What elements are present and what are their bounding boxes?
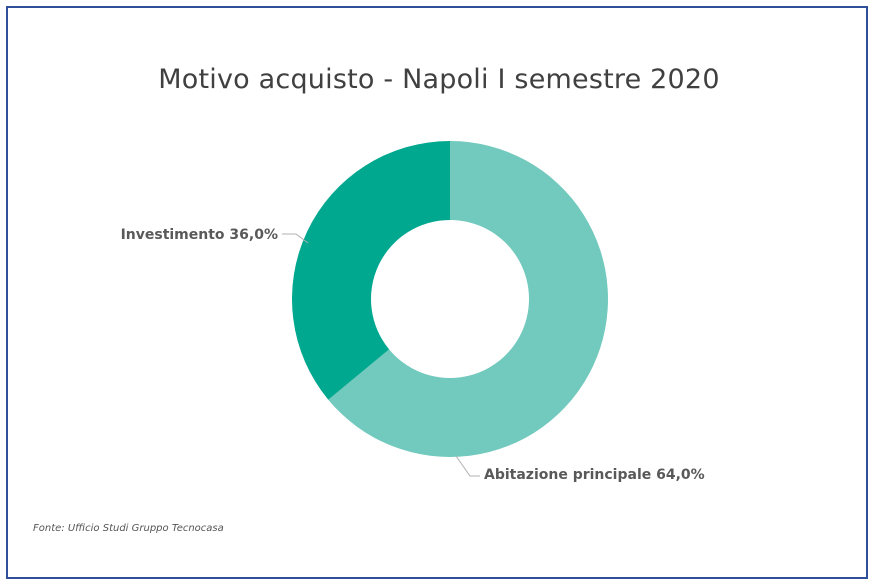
leader-line-investimento (282, 233, 309, 244)
donut-slice-abitazione-principale (328, 141, 609, 458)
source-note: Fonte: Ufficio Studi Gruppo Tecnocasa (33, 523, 224, 534)
label-leaders (282, 233, 480, 477)
chart-title: Motivo acquisto - Napoli I semestre 2020 (158, 64, 720, 95)
slice-label-abitazione-principale: Abitazione principale 64,0% (484, 467, 705, 483)
leader-line-abitazione-principale (455, 455, 480, 477)
donut-chart: Investimento 36,0% Abitazione principale… (121, 141, 705, 483)
donut-slice-investimento (292, 141, 450, 400)
donut-slices (292, 141, 609, 458)
slice-label-investimento: Investimento 36,0% (121, 227, 278, 243)
chart-frame: Motivo acquisto - Napoli I semestre 2020… (6, 6, 868, 579)
